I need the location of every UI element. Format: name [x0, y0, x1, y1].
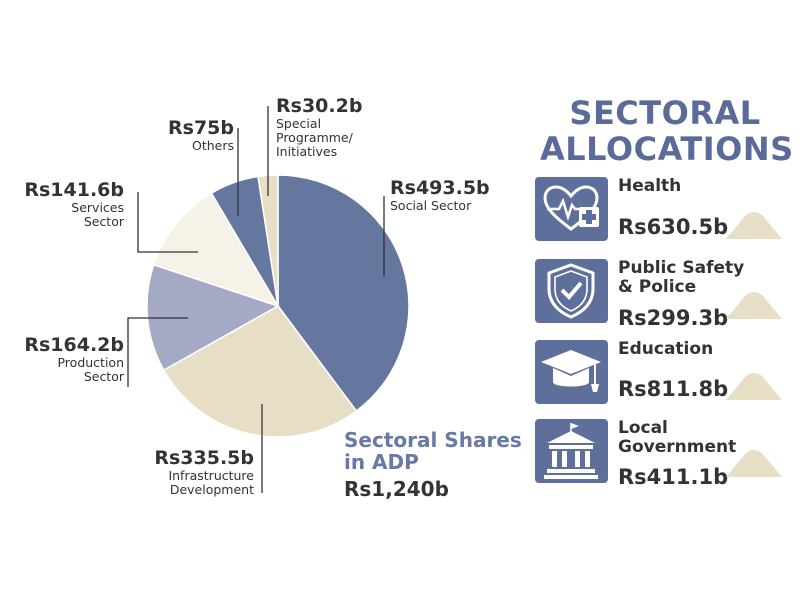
- slice-value-label: Rs335.5b: [154, 447, 254, 469]
- allocation-label: Education: [618, 339, 714, 359]
- slice-value-label: Rs493.5b: [390, 177, 490, 199]
- mound-decoration: [726, 212, 782, 239]
- slice-category-label: Infrastructure: [168, 468, 254, 484]
- allocation-label: Health: [618, 176, 682, 196]
- allocation-value: Rs299.3b: [618, 306, 729, 330]
- pie-slice-infrastructure-development: [162, 305, 358, 438]
- slice-category-label: Sector: [83, 369, 124, 385]
- government-building-icon: [535, 419, 608, 483]
- slice-label-infrastructure-development: Rs335.5b Infrastructure Development: [154, 447, 254, 498]
- leader-line: [137, 192, 198, 253]
- mound-decoration: [726, 292, 782, 319]
- slice-category-label: Production: [57, 355, 124, 371]
- pie-title-line: in ADP: [344, 450, 419, 475]
- allocation-local-government: Local Government Rs411.1b: [535, 418, 790, 489]
- slice-category-label: Development: [169, 482, 254, 498]
- pie-slice-social-sector: [277, 174, 410, 413]
- graduation-cap-icon: [535, 340, 608, 404]
- mound-decoration: [726, 450, 782, 477]
- pie-title-line: Sectoral Shares: [344, 428, 522, 452]
- slice-category-label: Others: [191, 138, 234, 154]
- allocation-health: Health Rs630.5b: [535, 176, 790, 243]
- allocation-public-safety: Public Safety & Police Rs299.3b: [535, 258, 790, 330]
- slice-value-label: Rs30.2b: [276, 95, 363, 117]
- slice-value-label: Rs75b: [168, 117, 234, 139]
- allocation-label: Local Government: [618, 418, 737, 458]
- allocation-label: Public Safety & Police: [618, 258, 745, 298]
- slice-label-others: Rs75b Others: [168, 117, 234, 154]
- heart-health-icon: [535, 177, 608, 241]
- slice-value-label: Rs141.6b: [24, 179, 124, 201]
- slice-label-social-sector: Rs493.5b Social Sector: [390, 177, 490, 214]
- mound-decoration: [726, 373, 782, 400]
- title-line: SECTORAL: [569, 94, 761, 132]
- allocation-value: Rs411.1b: [618, 465, 729, 489]
- title-line: ALLOCATIONS: [540, 129, 794, 168]
- slice-label-special-programme: Rs30.2b Special Programme/Initiatives: [276, 95, 363, 160]
- pie-chart-total: Rs1,240b: [344, 477, 449, 501]
- sectoral-allocations-title: SECTORAL ALLOCATIONS: [540, 94, 794, 168]
- allocation-value: Rs630.5b: [618, 215, 729, 239]
- slice-category-label: Special: [276, 116, 322, 132]
- pie-slice-services-sector: [152, 192, 280, 308]
- slice-label-services-sector: Rs141.6b Services Sector: [24, 179, 124, 230]
- allocation-education: Education Rs811.8b: [535, 339, 790, 406]
- shield-check-icon: [535, 259, 608, 323]
- slice-category-label: Services: [71, 200, 124, 216]
- slice-value-label: Rs164.2b: [24, 334, 124, 356]
- slice-label-production-sector: Rs164.2b Production Sector: [24, 334, 124, 385]
- leader-line: [127, 317, 188, 387]
- slice-category-label: Social Sector: [390, 198, 472, 214]
- slice-category-label: Programme/: [276, 130, 353, 146]
- slice-category-label: Sector: [83, 214, 124, 230]
- pie-chart-title: Sectoral Shares in ADP: [344, 429, 522, 474]
- slice-category-label: Initiatives: [276, 144, 338, 160]
- allocation-value: Rs811.8b: [618, 377, 729, 401]
